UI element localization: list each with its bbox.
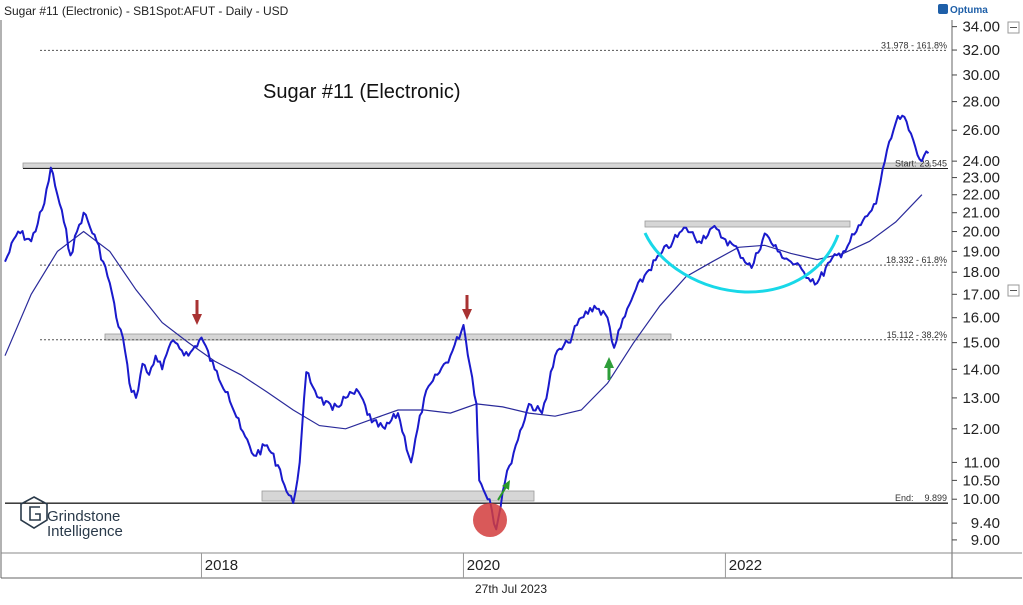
y-tick-label: 21.00 <box>962 205 1000 222</box>
moving-average-line <box>4 194 923 430</box>
y-tick-label: 12.00 <box>962 421 1000 438</box>
price-layer <box>4 114 930 531</box>
arrow-down-icon <box>462 295 472 320</box>
y-tick-label: 26.00 <box>962 122 1000 139</box>
footer-date: 27th Jul 2023 <box>475 582 547 596</box>
x-tick-label: 2022 <box>729 557 762 574</box>
optuma-logo: Optuma <box>938 4 988 16</box>
arrow-down-icon <box>192 300 202 325</box>
arrow-up-right-shaft <box>497 486 507 501</box>
optuma-logo-text: Optuma <box>950 5 988 16</box>
arrow-up-head <box>604 357 614 368</box>
moving-average-layer <box>4 194 923 430</box>
y-tick-label: 17.00 <box>962 286 1000 303</box>
toggle-icon[interactable] <box>1007 21 1020 34</box>
y-tick-label: 14.00 <box>962 361 1000 378</box>
level-line-label: 23.545 <box>919 159 947 169</box>
resistance-zone-cup <box>644 220 851 228</box>
x-tick-label: 2018 <box>205 557 238 574</box>
cup-arc <box>643 232 840 294</box>
price-line <box>4 114 930 531</box>
fib-level-label: 18.332 - 61.8% <box>886 255 947 265</box>
grindstone-logo: Grindstone Intelligence <box>20 496 123 540</box>
y-tick-label: 13.00 <box>962 390 1000 407</box>
y-tick-label: 10.00 <box>962 491 1000 508</box>
optuma-logo-icon <box>938 4 948 14</box>
y-tick-label: 22.00 <box>962 187 1000 204</box>
arrow-down-head <box>462 309 472 320</box>
level-line-left-label: End: <box>895 493 914 503</box>
arrow-down-head <box>192 314 202 325</box>
y-tick-label: 10.50 <box>962 472 1000 489</box>
arrow-up-right-head <box>502 480 510 490</box>
x-tick-label: 2020 <box>467 557 500 574</box>
level-line-label: 9.899 <box>924 493 947 503</box>
y-tick-label: 19.00 <box>962 243 1000 260</box>
grindstone-logo-hex <box>20 496 48 529</box>
resistance-zone-top <box>22 162 931 169</box>
fib-level-label: 31.978 - 161.8% <box>881 40 947 50</box>
collapse-icon[interactable] <box>1007 284 1020 297</box>
y-tick-label: 16.00 <box>962 310 1000 327</box>
y-tick-label: 9.40 <box>971 515 1000 532</box>
brand-line-1: Grindstone <box>47 508 120 525</box>
y-tick-label: 23.00 <box>962 170 1000 187</box>
y-tick-label: 34.00 <box>962 19 1000 36</box>
y-tick-label: 32.00 <box>962 42 1000 59</box>
x-axis-ticks: 2018 2020 2022 <box>200 553 762 578</box>
y-tick-label: 15.00 <box>962 335 1000 352</box>
y-tick-label: 9.00 <box>971 532 1000 549</box>
brand-line-2: Intelligence <box>47 523 123 540</box>
fib-level-label: 15.112 - 38.2% <box>887 330 947 340</box>
chart-header-title: Sugar #11 (Electronic) - SB1Spot:AFUT - … <box>4 4 289 18</box>
y-tick-label: 28.00 <box>962 94 1000 111</box>
support-zone-bottom <box>261 490 535 502</box>
y-tick-label: 20.00 <box>962 224 1000 241</box>
level-lines: 31.978 - 161.8% 18.332 - 61.8% 15.112 - 38… <box>5 40 948 504</box>
resistance-zone-middle <box>104 333 672 341</box>
y-tick-label: 18.00 <box>962 264 1000 281</box>
y-tick-label: 30.00 <box>962 67 1000 84</box>
arrow-up-icon <box>604 357 614 380</box>
arrow-up-right-icon <box>497 480 510 501</box>
chart-title: Sugar #11 (Electronic) <box>263 81 461 103</box>
y-tick-label: 24.00 <box>962 153 1000 170</box>
y-tick-label: 11.00 <box>964 454 1000 471</box>
level-line-left-label: Start: <box>895 159 917 169</box>
grindstone-logo-g <box>29 506 41 521</box>
low-marker-circle <box>473 503 507 537</box>
